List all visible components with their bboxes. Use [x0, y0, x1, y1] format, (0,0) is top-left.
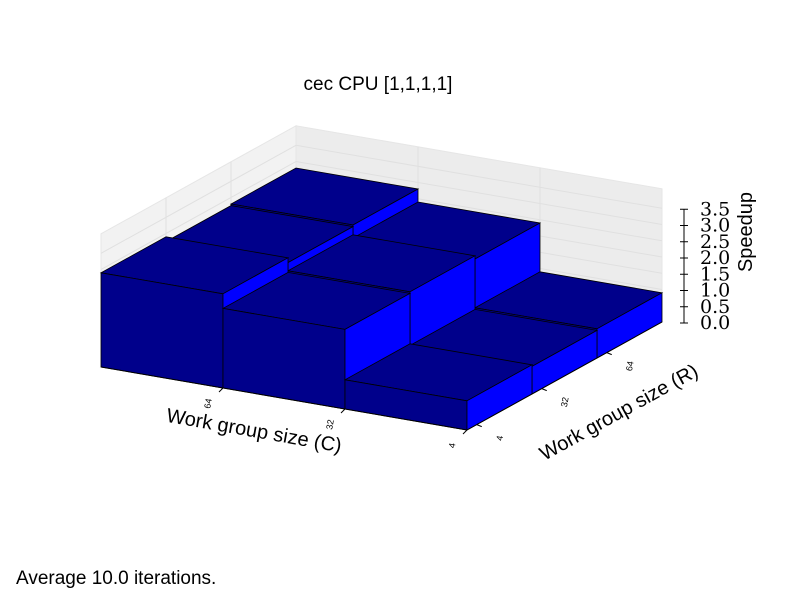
x-axis-label: Work group size (C) — [165, 405, 344, 457]
z-axis-label: Speedup — [735, 192, 757, 272]
x-tick-label: 4 — [447, 442, 458, 449]
axes-group: 64 32 4 4 32 64 0.00.51.01.52.02.53.03.5 — [100, 198, 730, 449]
bars-group — [99, 167, 664, 431]
x-axis-line — [100, 366, 468, 431]
y-tick — [476, 424, 482, 428]
z-tick-label: 0.5 — [700, 296, 730, 318]
chart-title: cec CPU [1,1,1,1] — [304, 74, 453, 95]
y-tick-label: 4 — [494, 435, 505, 442]
bar-4-4 — [343, 343, 534, 431]
y-tick-label: 32 — [559, 396, 571, 408]
footer-note: Average 10.0 iterations. — [16, 568, 217, 589]
x-tick — [462, 429, 468, 435]
x-tick-label: 32 — [324, 419, 336, 431]
x-tick — [218, 387, 224, 393]
x-tick-label: 64 — [202, 398, 214, 410]
y-tick — [541, 388, 547, 392]
z-tick-label: 3.5 — [700, 198, 730, 220]
z-tick-label: 2.5 — [700, 231, 730, 253]
y-tick — [606, 352, 612, 356]
z-tick-label: 3.0 — [700, 215, 730, 237]
z-tick-label: 2.0 — [700, 247, 730, 269]
z-tick-label: 1.5 — [700, 263, 730, 285]
z-tick-label: 1.0 — [700, 280, 730, 302]
z-tick-label: 0.0 — [700, 312, 730, 334]
y-axis-line — [466, 321, 663, 431]
y-tick-label: 64 — [624, 360, 636, 372]
x-tick — [340, 408, 346, 414]
